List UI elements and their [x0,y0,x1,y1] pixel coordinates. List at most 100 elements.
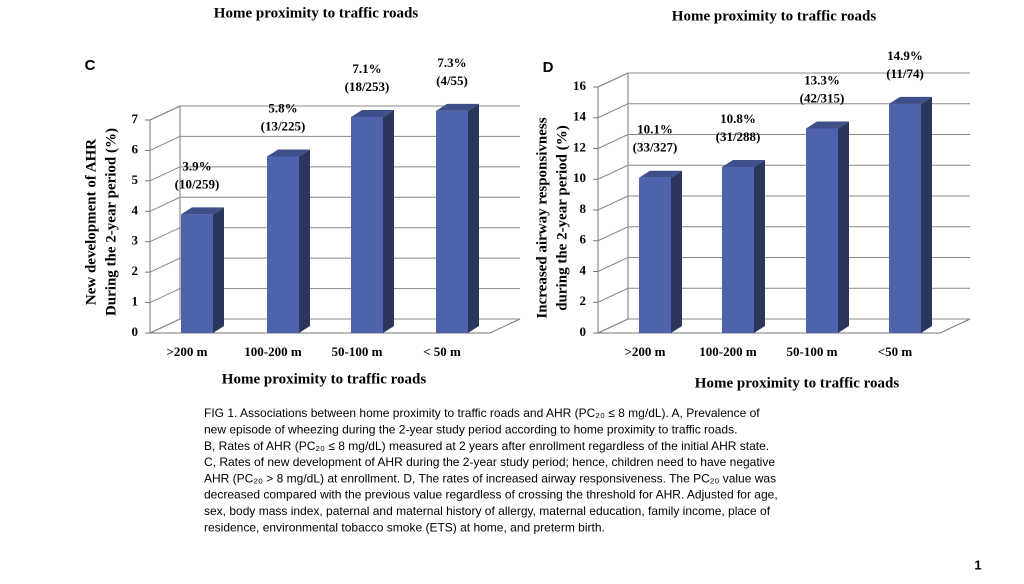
bar-top [806,121,849,129]
data-label: 14.9% [887,48,923,63]
y-tick-label: 14 [573,109,587,124]
count-label: (31/288) [716,129,761,144]
y-tick-label: 8 [580,201,587,216]
bar [267,156,299,333]
bar-side [921,96,932,333]
x-tick-label: 100-200 m [244,344,302,359]
grid-line [597,134,970,149]
count-label: (18/253) [345,79,390,94]
bar [436,110,468,333]
count-label: (4/55) [436,73,468,88]
data-label: 10.1% [637,122,673,137]
bar [351,116,383,333]
data-label: 7.3% [437,55,466,70]
caption-line: FIG 1. Associations between home proximi… [204,406,760,420]
bar-side [671,170,682,333]
x-tick-label: >200 m [625,344,666,359]
y-tick-label: 4 [580,262,587,277]
grid-line [597,195,970,211]
caption-line: residence, environmental tobacco smoke (… [204,520,605,534]
count-label: (13/225) [261,118,306,133]
grid-line [597,72,970,88]
grid-line [149,288,520,304]
y-tick-label: 2 [132,263,139,278]
panel-letter: D [543,59,554,76]
grid-line [149,166,520,182]
y-axis-label: during the 2-year period (%) [554,125,570,311]
bar-top [639,170,682,178]
count-label: (11/74) [886,66,924,81]
y-tick-label: 2 [580,293,587,308]
grid-line [597,318,970,334]
y-tick-label: 3 [132,233,139,248]
y-axis-label: New development of AHR [83,139,99,305]
data-label: 7.1% [352,61,381,76]
count-label: (10/259) [175,176,220,191]
caption-line: B, Rates of AHR (PC₂₀ ≤ 8 mg/dL) measure… [204,439,769,453]
floor [150,318,521,334]
chart-title: Home proximity to traffic roads [214,5,419,21]
y-axis-label: Increased airway responsivness [534,117,550,318]
y-tick-label: 4 [132,202,139,217]
caption-line: C, Rates of new development of AHR durin… [204,455,775,469]
caption-line: sex, body mass index, paternal and mater… [204,504,771,518]
page-number: 1 [974,557,981,572]
bar [722,166,754,333]
y-tick-label: 6 [580,232,587,247]
x-tick-label: 100-200 m [699,344,757,359]
bar [806,128,838,333]
bar-top [181,207,224,215]
caption-line: AHR (PC₂₀ > 8 mg/dL) at enrollment. D, T… [204,471,776,485]
chart-title: Home proximity to traffic roads [672,8,877,24]
grid-line [597,226,970,242]
bar-top [436,103,479,111]
bar-side [299,149,310,333]
bar [181,214,213,333]
grid-line [149,196,520,212]
grid-line [149,227,520,243]
y-tick-label: 10 [573,170,586,185]
grid-line [149,257,520,273]
y-tick-label: 5 [132,172,139,187]
x-tick-label: 50-100 m [787,344,838,359]
grid-line [597,287,970,303]
grid-line [149,135,520,151]
grid-line [597,164,970,180]
grid-line [149,318,520,334]
y-tick-label: 1 [132,294,139,309]
bar-side [383,109,394,333]
bar-side [468,103,479,333]
y-axis-label: During the 2-year period (%) [103,128,119,316]
y-tick-label: 7 [132,111,139,126]
caption-line: new episode of wheezing during the 2-yea… [204,422,737,436]
x-axis-label: Home proximity to traffic roads [695,375,900,391]
count-label: (33/327) [633,140,678,155]
x-tick-label: <50 m [878,344,913,359]
grid-line [597,103,970,119]
x-tick-label: 50-100 m [332,344,383,359]
side-wall [149,105,181,334]
y-tick-label: 12 [573,139,586,154]
x-axis-label: Home proximity to traffic roads [222,371,427,387]
bar-side [838,121,849,333]
floor [598,318,971,334]
count-label: (42/315) [800,90,845,105]
data-label: 13.3% [804,72,840,87]
bar-top [889,96,932,104]
bar-top [722,159,765,167]
x-tick-label: < 50 m [423,344,461,359]
caption-line: decreased compared with the previous val… [204,488,778,502]
bar [639,177,671,333]
bar-top [267,149,310,157]
panel-letter: C [85,57,96,74]
grid-line [149,105,520,121]
data-label: 5.8% [268,100,297,115]
bar-side [213,207,224,333]
y-tick-label: 16 [573,78,587,93]
x-tick-label: >200 m [167,344,208,359]
y-tick-label: 6 [132,141,139,156]
data-label: 3.9% [182,158,211,173]
bar-top [351,109,394,117]
